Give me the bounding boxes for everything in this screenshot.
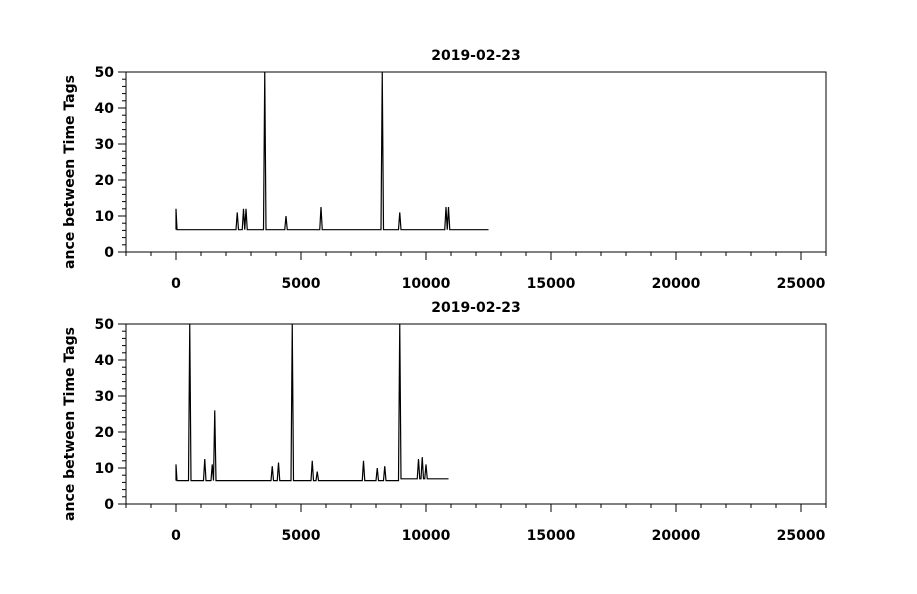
y-tick-label: 0: [104, 497, 114, 513]
x-tick-label: 10000: [402, 528, 451, 544]
plot-frame: [125, 323, 827, 505]
x-tick-label: 15000: [527, 528, 576, 544]
y-tick-label: 20: [95, 425, 115, 441]
x-tick-label: 0: [171, 276, 181, 292]
x-tick-label: 20000: [652, 528, 701, 544]
y-tick-label: 0: [104, 245, 114, 261]
x-tick-label: 10000: [402, 276, 451, 292]
y-tick-label: 50: [95, 65, 115, 81]
y-tick-label: 10: [95, 209, 115, 225]
data-line: [175, 71, 489, 231]
data-line: [175, 323, 449, 482]
x-tick-label: 25000: [777, 528, 826, 544]
x-tick-label: 20000: [652, 276, 701, 292]
y-tick-label: 40: [95, 353, 115, 369]
x-tick-label: 5000: [282, 528, 321, 544]
y-tick-label: 10: [95, 461, 115, 477]
x-tick-label: 0: [171, 528, 181, 544]
y-axis-label: ance between Time Tags: [62, 327, 78, 521]
y-tick-label: 30: [95, 137, 115, 153]
x-tick-label: 25000: [777, 276, 826, 292]
plot-frame: [125, 71, 827, 253]
y-tick-label: 50: [95, 317, 115, 333]
y-tick-label: 30: [95, 389, 115, 405]
y-tick-label: 20: [95, 173, 115, 189]
x-tick-label: 5000: [282, 276, 321, 292]
y-axis-label: ance between Time Tags: [62, 75, 78, 269]
x-tick-label: 15000: [527, 276, 576, 292]
y-tick-label: 40: [95, 101, 115, 117]
chart-title: 2019-02-23: [431, 300, 521, 316]
chart-title: 2019-02-23: [431, 48, 521, 64]
